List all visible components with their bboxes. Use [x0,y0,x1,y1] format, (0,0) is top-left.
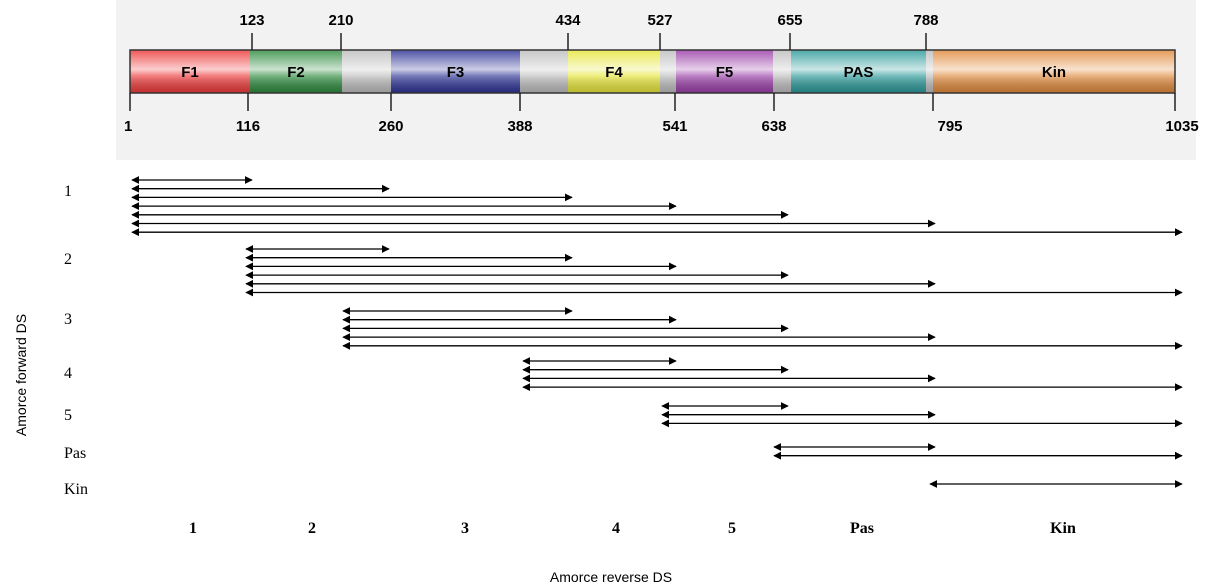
top-tick-label: 123 [239,12,264,29]
bottom-tick-label: 388 [507,118,532,135]
forward-axis-label: Amorce forward DS [13,314,29,436]
bottom-tick-label: 260 [378,118,403,135]
top-tick-label: 655 [777,12,802,29]
domain-label: PAS [844,64,874,81]
segment-shine [676,50,773,93]
forward-primer-label: 4 [64,365,72,382]
reverse-primer-label: Kin [1050,520,1076,537]
bottom-tick-label: 795 [937,118,962,135]
forward-primer-label: 3 [64,311,72,328]
segment-shine [342,50,391,93]
segment-shine [568,50,660,93]
segment-shine [926,50,933,93]
bottom-tick-label: 1 [124,118,132,135]
segment-shine [773,50,791,93]
segment-shine [933,50,1175,93]
segment-shine [250,50,342,93]
segment-shine [660,50,676,93]
forward-primer-label: 2 [64,251,72,268]
domain-label: F3 [447,64,465,81]
reverse-primer-label: 1 [189,520,197,537]
domain-label: F1 [181,64,199,81]
forward-primer-label: 5 [64,407,72,424]
amplicon-arrows [131,176,1183,488]
segment-shine [520,50,568,93]
domain-bar-outline [129,49,1176,94]
bottom-tick-label: 116 [236,118,260,135]
domain-map: F1 F2 F3 F4 F5 PAS Kin 123 210 434 527 655 788 1 116 26… [124,12,1199,135]
top-tick-label: 434 [555,12,581,29]
reverse-primer-labels: 1 2 3 4 5 Pas Kin [189,520,1076,537]
forward-primer-labels: 1 2 3 4 5 Pas Kin [64,183,88,498]
top-tick-label: 788 [913,12,938,29]
reverse-axis-label: Amorce reverse DS [550,569,672,585]
reverse-primer-label: 4 [612,520,620,537]
reverse-primer-label: Pas [850,520,874,537]
segment-shine [791,50,926,93]
segment-shine [391,50,520,93]
bottom-tick-label: 541 [662,118,687,135]
forward-primer-label: Pas [64,445,86,462]
reverse-primer-label: 2 [308,520,316,537]
segment-shine [130,50,250,93]
forward-primer-label: 1 [64,183,72,200]
domain-label: Kin [1042,64,1066,81]
domain-label: F2 [287,64,305,81]
reverse-primer-label: 5 [728,520,736,537]
domain-label: F4 [605,64,623,81]
top-tick-label: 527 [647,12,672,29]
top-tick-label: 210 [328,12,353,29]
reverse-primer-label: 3 [461,520,469,537]
bottom-tick-label: 1035 [1165,118,1198,135]
bottom-tick-label: 638 [761,118,786,135]
domain-label: F5 [716,64,734,81]
forward-primer-label: Kin [64,481,88,498]
